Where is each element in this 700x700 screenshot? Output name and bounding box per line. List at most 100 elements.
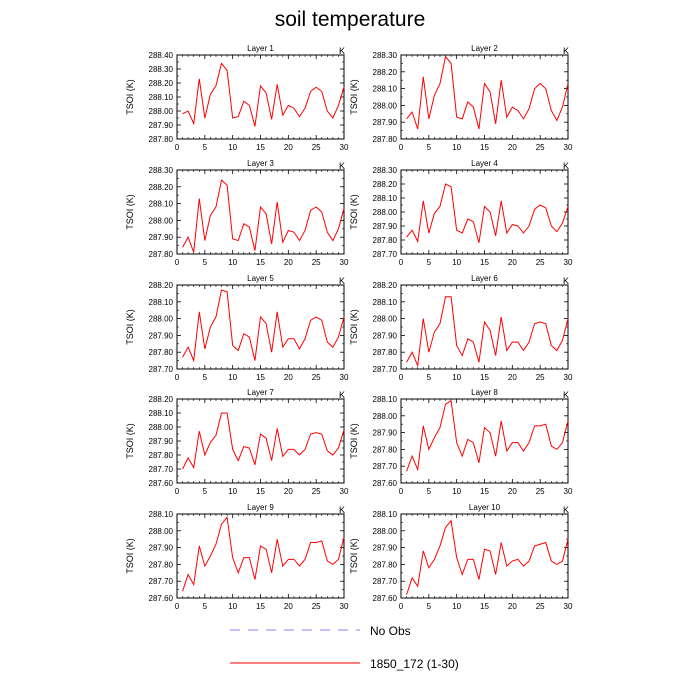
x-tick-label: 10 [228,487,237,496]
x-tick-label: 30 [340,258,349,267]
y-tick-label: 287.80 [373,560,398,569]
y-tick-label: 288.10 [149,200,174,209]
y-tick-label: 288.10 [149,409,174,418]
panel-title: Layer 6 [471,274,498,283]
x-tick-label: 30 [340,602,349,610]
x-tick-label: 5 [203,602,208,610]
x-tick-label: 15 [256,143,265,152]
x-tick-label: 30 [564,602,573,610]
series-line [406,183,569,244]
x-tick-label: 5 [203,258,208,267]
x-tick-label: 15 [256,487,265,496]
panel-6: Layer 6 K TSOI (K) 0 5 10 15 20 25 30 287.70 287.80… [349,274,573,382]
panel-title: Layer 1 [247,44,274,53]
x-tick-label: 25 [536,373,545,382]
x-tick-label: 25 [312,373,321,382]
y-axis-label: TSOI (K) [349,194,359,230]
chart-panels: Layer 1 K TSOI (K) 0 5 10 15 20 25 30 287.80 287.90… [125,44,573,610]
panel-title: Layer 5 [247,274,274,283]
x-tick-label: 20 [284,143,293,152]
y-tick-label: 288.10 [149,298,174,307]
x-tick-label: 25 [536,487,545,496]
x-tick-label: 15 [480,258,489,267]
unit-label: K [339,161,345,171]
y-tick-label: 287.70 [149,577,174,586]
series-line [182,516,345,592]
y-axis-label: TSOI (K) [125,423,135,459]
y-tick-label: 288.00 [373,315,398,324]
unit-label: K [339,390,345,400]
plot-frame [400,169,569,255]
x-tick-label: 5 [203,143,208,152]
x-tick-label: 0 [175,487,180,496]
x-tick-label: 25 [536,602,545,610]
y-tick-label: 287.80 [373,348,398,357]
x-tick-label: 20 [508,143,517,152]
y-tick-label: 288.00 [149,527,174,536]
x-tick-label: 0 [175,373,180,382]
x-tick-label: 20 [284,487,293,496]
x-tick-label: 20 [508,602,517,610]
y-tick-label: 288.10 [373,395,398,404]
y-tick-label: 287.90 [373,118,398,127]
y-tick-label: 287.90 [149,544,174,553]
x-tick-label: 10 [228,258,237,267]
y-tick-label: 288.20 [373,281,398,290]
x-tick-label: 5 [427,258,432,267]
y-tick-label: 287.80 [149,348,174,357]
x-tick-label: 25 [312,487,321,496]
y-tick-label: 287.80 [149,250,174,259]
x-tick-label: 10 [452,258,461,267]
figure-title: soil temperature [274,8,426,31]
unit-label: K [339,276,345,286]
y-tick-label: 287.60 [149,594,174,603]
y-tick-label: 288.20 [149,395,174,404]
panel-10: Layer 10 K TSOI (K) 0 5 10 15 20 25 30 287.60 287.7… [349,503,573,610]
y-tick-label: 287.80 [149,451,174,460]
panel-5: Layer 5 K TSOI (K) 0 5 10 15 20 25 30 287.70 287.80… [125,274,349,382]
x-tick-label: 30 [564,258,573,267]
y-axis-label: TSOI (K) [349,423,359,459]
y-axis-label: TSOI (K) [349,538,359,574]
x-tick-label: 5 [427,602,432,610]
x-tick-label: 0 [399,602,404,610]
y-tick-label: 287.90 [149,121,174,130]
unit-label: K [563,276,569,286]
x-tick-label: 5 [203,373,208,382]
x-tick-label: 20 [508,373,517,382]
x-tick-label: 5 [203,487,208,496]
y-tick-label: 288.00 [373,412,398,421]
x-tick-label: 10 [228,373,237,382]
y-tick-label: 287.80 [373,445,398,454]
x-tick-label: 25 [312,602,321,610]
y-tick-label: 288.00 [373,527,398,536]
series-line [406,296,569,368]
legend: No Obs 1850_172 (1-30) [230,624,459,671]
x-tick-label: 20 [508,487,517,496]
panel-title: Layer 8 [471,388,498,397]
y-tick-label: 288.20 [373,68,398,77]
x-tick-label: 15 [256,373,265,382]
y-tick-label: 288.10 [373,298,398,307]
x-tick-label: 25 [536,143,545,152]
y-tick-label: 287.80 [373,236,398,245]
x-tick-label: 5 [427,487,432,496]
series-line [406,55,569,130]
y-tick-label: 287.60 [373,594,398,603]
plot-frame [400,284,569,370]
y-tick-label: 287.90 [149,331,174,340]
x-tick-label: 0 [399,487,404,496]
y-tick-label: 287.70 [149,465,174,474]
x-tick-label: 10 [228,143,237,152]
series-line [182,289,345,363]
series-line [182,62,345,127]
plot-frame [400,398,569,484]
y-tick-label: 287.60 [149,479,174,488]
panel-9: Layer 9 K TSOI (K) 0 5 10 15 20 25 30 287.60 287.70… [125,503,349,610]
y-tick-label: 288.00 [149,107,174,116]
unit-label: K [563,46,569,56]
x-tick-label: 30 [564,487,573,496]
x-tick-label: 30 [340,143,349,152]
y-axis-label: TSOI (K) [125,538,135,574]
y-tick-label: 288.20 [373,180,398,189]
